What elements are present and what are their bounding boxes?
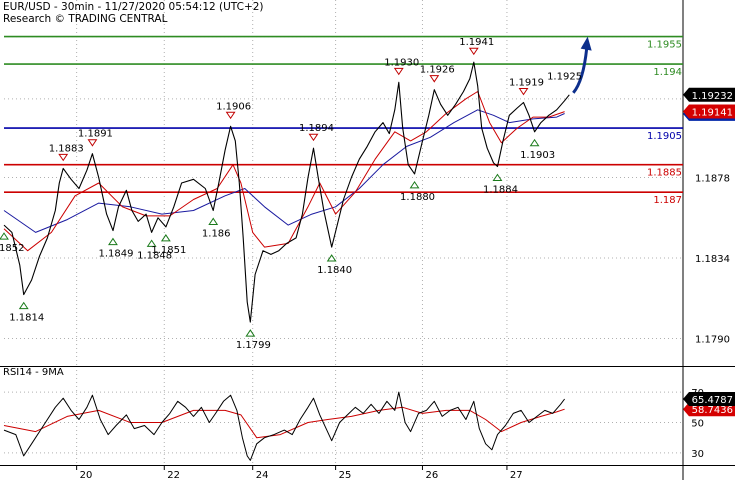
annotation-label: 1.1884	[483, 185, 518, 196]
annotation-label: 1.1925	[547, 72, 582, 83]
value-tag-current	[683, 392, 735, 407]
support-marker	[18, 301, 29, 310]
forecast-arrowhead	[580, 36, 592, 51]
support-marker	[409, 180, 420, 189]
resistance-marker	[518, 87, 529, 96]
level-label: 1.187	[653, 195, 682, 206]
annotation-label: 1.1840	[317, 265, 352, 276]
support-marker	[160, 234, 171, 242]
annotation-label: 1.1852	[0, 243, 25, 254]
x-tick-label: 24	[256, 470, 269, 480]
rsi-tick-label: 50	[691, 419, 704, 430]
resistance-marker	[87, 139, 98, 147]
resistance-marker	[58, 153, 69, 162]
support-marker	[529, 138, 540, 147]
annotation-label: 1.1880	[400, 192, 435, 203]
level-label: 1.1905	[647, 131, 682, 142]
chart-title: EUR/USD - 30min - 11/27/2020 05:54:12 (U…	[3, 1, 264, 13]
value-tag-label: 1.19232	[692, 91, 733, 102]
level-label: 1.1955	[647, 40, 682, 51]
value-tag-label: 65.4787	[692, 395, 733, 406]
rsi-tick-label: 30	[691, 449, 704, 460]
value-tag-label: 1.19141	[692, 107, 733, 118]
value-tag-red	[683, 104, 735, 119]
support-marker	[146, 239, 157, 247]
annotation-label: 1.1919	[509, 77, 544, 88]
forecast-arrow	[572, 48, 589, 94]
support-marker	[208, 217, 219, 225]
support-marker	[492, 173, 503, 182]
annotation-label: 1.1941	[459, 37, 494, 48]
annotation-label: 1.1799	[236, 340, 271, 351]
x-tick-label: 22	[167, 470, 180, 480]
annotation-label: 1.1930	[384, 57, 419, 68]
annotation-label: 1.1891	[78, 129, 113, 140]
annotation-label: 1.1849	[98, 249, 133, 260]
annotation-label: 1.1906	[216, 101, 251, 112]
resistance-marker	[468, 47, 479, 56]
annotation-label: 1.1903	[520, 150, 555, 161]
support-marker	[0, 232, 9, 240]
x-tick-label: 27	[510, 470, 523, 480]
annotation-label: 1.186	[202, 228, 231, 239]
resistance-marker	[225, 111, 236, 120]
series-rsi	[3, 391, 565, 461]
y-tick-label: 1.1878	[695, 174, 730, 185]
resistance-marker	[308, 133, 319, 142]
support-marker	[108, 237, 118, 246]
x-tick-label: 25	[339, 470, 352, 480]
support-marker	[326, 254, 337, 262]
support-marker	[245, 329, 256, 337]
level-label: 1.194	[653, 67, 682, 78]
annotation-label: 1.1894	[299, 123, 334, 134]
value-tag-current	[683, 87, 735, 102]
research-credit: Research © TRADING CENTRAL	[3, 13, 168, 25]
annotation-label: 1.1926	[420, 65, 455, 76]
annotation-label: 1.1851	[151, 245, 186, 256]
series-price	[3, 61, 570, 323]
resistance-marker	[393, 67, 404, 76]
value-tag-label: 58.7436	[692, 405, 733, 416]
x-tick-label: 26	[425, 470, 438, 480]
y-tick-label: 1.1790	[695, 335, 730, 346]
rsi-panel-title: RSI14 - 9MA	[3, 367, 64, 378]
x-tick-label: 20	[80, 470, 93, 480]
resistance-marker	[429, 75, 440, 83]
annotation-label: 1.1848	[137, 250, 172, 261]
annotation-label: 1.1883	[49, 143, 84, 154]
level-label: 1.1885	[647, 168, 682, 179]
annotation-label: 1.1814	[9, 313, 44, 324]
series-ma_fast	[3, 91, 565, 252]
y-tick-label: 1.1834	[695, 254, 730, 265]
